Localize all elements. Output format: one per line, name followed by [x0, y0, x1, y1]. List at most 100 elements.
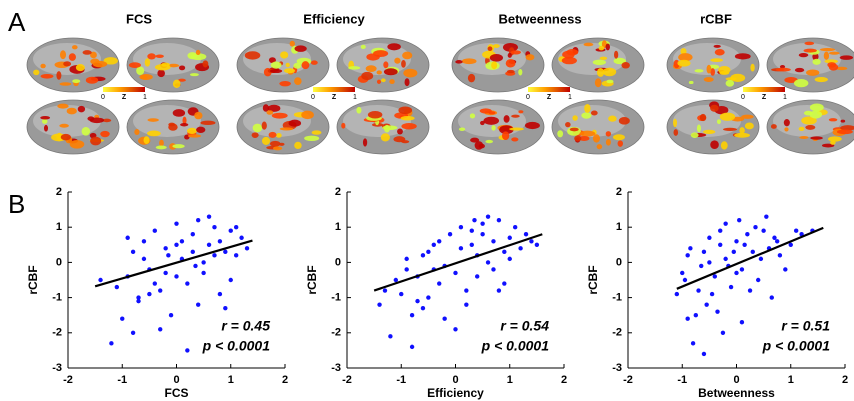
y-tick-label: 0 [56, 256, 62, 268]
activation-blob [269, 140, 281, 147]
point [201, 260, 206, 265]
activation-blob [56, 71, 62, 80]
point [756, 277, 761, 283]
point [742, 242, 747, 247]
activation-blob [680, 48, 687, 55]
activation-blob [387, 43, 401, 51]
activation-blob [809, 110, 823, 119]
activation-blob [266, 110, 274, 115]
activation-blob [301, 61, 310, 70]
activation-blob [499, 125, 514, 135]
activation-blob [147, 130, 161, 137]
activation-blob [285, 62, 290, 68]
activation-blob [71, 45, 78, 50]
brain-shade [33, 43, 101, 75]
colorbar-label: 0 [311, 94, 315, 101]
activation-blob [401, 59, 406, 68]
activation-blob [397, 128, 403, 135]
activation-blob [605, 131, 612, 137]
y-tick-label: -1 [612, 292, 622, 304]
activation-blob [389, 79, 395, 85]
activation-blob [279, 127, 294, 131]
point [485, 214, 491, 219]
point [163, 270, 168, 276]
fit-line [94, 239, 253, 288]
activation-blob [703, 77, 714, 82]
activation-blob [400, 115, 415, 121]
point [141, 239, 147, 244]
activation-blob [621, 62, 630, 69]
activation-blob [793, 78, 809, 88]
x-tick-label: 0 [173, 374, 179, 386]
point [680, 270, 685, 276]
activation-blob [136, 66, 145, 75]
activation-blob [578, 135, 590, 141]
activation-blob [200, 120, 216, 126]
y-tick-label: -3 [331, 362, 341, 374]
activation-blob [599, 56, 608, 61]
activation-blob [75, 64, 85, 72]
activation-blob [77, 105, 86, 113]
x-tick-label: 1 [507, 374, 513, 386]
point [158, 288, 163, 293]
activation-blob [794, 67, 805, 73]
activation-blob [823, 51, 830, 60]
activation-blob [710, 104, 719, 112]
point [393, 277, 399, 283]
activation-blob [557, 130, 564, 138]
point [475, 274, 480, 279]
activation-blob [694, 69, 704, 73]
point [147, 291, 152, 297]
point [233, 253, 239, 258]
activation-blob [360, 44, 366, 50]
point [223, 249, 228, 255]
y-tick-label: 0 [335, 256, 341, 268]
map-title: Betweenness [498, 11, 581, 26]
activation-blob [59, 50, 67, 60]
activation-blob [100, 130, 110, 138]
x-axis-label: Betweenness [698, 386, 775, 400]
activation-blob [178, 78, 186, 82]
y-tick-label: 2 [335, 186, 341, 198]
y-tick-label: -3 [52, 362, 62, 374]
point [723, 256, 728, 262]
activation-blob [814, 76, 828, 83]
activation-blob [566, 49, 579, 56]
activation-blob [376, 70, 382, 75]
activation-blob [725, 79, 735, 87]
point [464, 302, 469, 307]
activation-blob [155, 54, 164, 58]
annotation: r = 0.51 [781, 318, 830, 334]
annotation: r = 0.45 [221, 318, 270, 334]
activation-blob [356, 106, 362, 114]
point [720, 330, 726, 335]
activation-blob [268, 57, 276, 64]
point [696, 288, 701, 293]
activation-blob [402, 51, 413, 60]
activation-blob [594, 78, 602, 88]
activation-blob [741, 114, 754, 119]
point [682, 277, 688, 283]
activation-blob [605, 138, 611, 146]
point [707, 260, 712, 265]
activation-blob [723, 127, 738, 131]
activation-blob [278, 142, 285, 146]
activation-blob [72, 79, 81, 84]
activation-blob [155, 145, 167, 150]
point [206, 242, 212, 247]
annotation: p < 0.0001 [762, 338, 831, 354]
point [764, 214, 769, 219]
activation-blob [596, 144, 603, 150]
activation-blob [583, 42, 594, 47]
point [761, 228, 766, 233]
activation-blob [361, 71, 374, 81]
point [136, 295, 141, 300]
point [136, 298, 141, 304]
point [469, 228, 474, 233]
point [453, 327, 458, 332]
point [485, 260, 491, 265]
point [507, 256, 512, 262]
activation-blob [518, 68, 523, 76]
point [512, 225, 518, 230]
point [431, 242, 436, 247]
